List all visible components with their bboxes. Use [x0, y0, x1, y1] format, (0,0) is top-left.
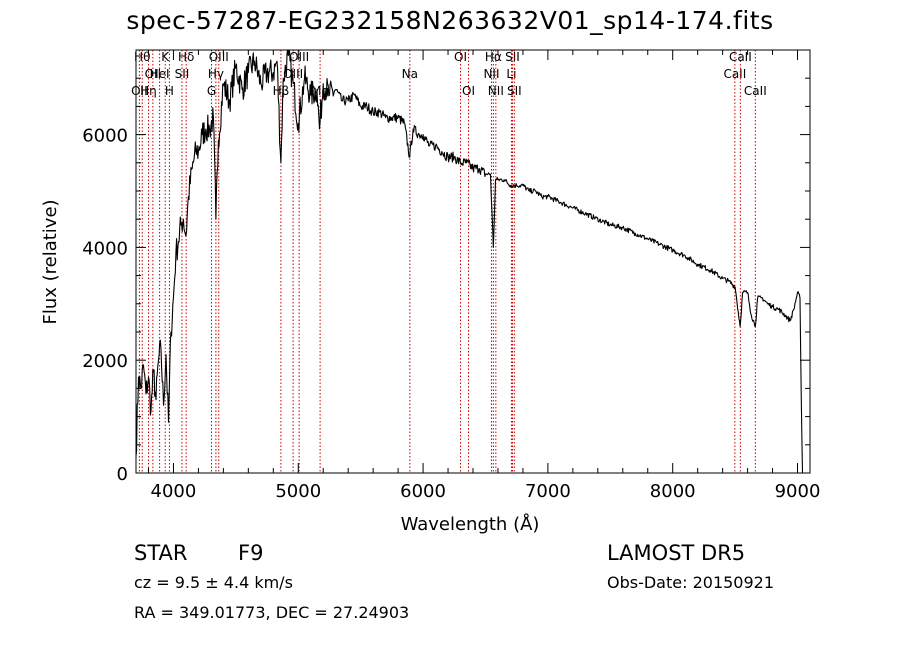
line-marker-label: SII	[507, 84, 522, 98]
axis-labels: Wavelength (Å) Flux (relative)	[40, 199, 539, 535]
x-axis-label: Wavelength (Å)	[401, 513, 540, 535]
x-tick-label: 5000	[275, 481, 321, 502]
line-marker-label: SII	[505, 50, 520, 64]
line-marker-label: OIII	[283, 67, 303, 81]
survey-name: LAMOST DR5	[607, 541, 746, 565]
line-marker-label: Hθ	[134, 50, 150, 64]
line-marker-label: OII	[131, 84, 148, 98]
x-tick-label: 4000	[151, 481, 197, 502]
observation-date: Obs-Date: 20150921	[607, 573, 775, 592]
y-tick-label: 4000	[82, 238, 128, 259]
line-marker-label: OIII	[289, 50, 309, 64]
y-tick-label: 6000	[82, 126, 128, 147]
line-marker-group: OIIHθHηOIIHeIKHSIIHδGHγOIIIHβOIIIOIIIMgN…	[131, 50, 767, 473]
line-marker-label: Hα	[485, 50, 502, 64]
line-marker-label: G	[207, 84, 216, 98]
y-tick-label: 0	[117, 464, 128, 485]
spectrum-line	[135, 49, 804, 474]
line-marker-label: HeI	[150, 67, 170, 81]
line-marker-label: CaII	[744, 84, 767, 98]
line-marker-label: NII	[483, 67, 499, 81]
line-marker-label: Hδ	[178, 50, 194, 64]
line-marker-label: CaII	[723, 67, 746, 81]
plot-frame	[135, 49, 811, 474]
line-marker-label: OIII	[209, 50, 229, 64]
line-marker-label: NII	[488, 84, 504, 98]
line-marker-label: Na	[402, 67, 418, 81]
line-marker-label: Hβ	[273, 84, 290, 98]
line-marker-label: OII	[145, 67, 162, 81]
line-marker-label: CaII	[729, 50, 752, 64]
x-tick-label: 8000	[650, 481, 696, 502]
y-axis-label: Flux (relative)	[40, 199, 61, 324]
axis-ticks	[136, 50, 810, 474]
coordinates: RA = 349.01773, DEC = 27.24903	[134, 603, 410, 622]
x-tick-label: 9000	[775, 481, 821, 502]
axis-tick-labels: 4000 5000 6000 7000 8000 9000 0 2000 4000 6000	[82, 126, 820, 502]
y-tick-label: 2000	[82, 351, 128, 372]
object-class: STAR	[134, 541, 188, 565]
line-marker-label: K	[161, 50, 170, 64]
x-tick-label: 7000	[525, 481, 571, 502]
spectrum-series	[135, 49, 804, 474]
spectral-subclass: F9	[238, 541, 264, 565]
line-marker-label: H	[165, 84, 174, 98]
chart-title: spec-57287-EG232158N263632V01_sp14-174.f…	[126, 6, 774, 35]
line-marker-label: OI	[454, 50, 467, 64]
line-marker-label: OI	[462, 84, 475, 98]
line-marker-label: SII	[175, 67, 190, 81]
redshift-cz: cz = 9.5 ± 4.4 km/s	[134, 573, 293, 592]
line-marker-label: Hη	[140, 84, 157, 98]
line-marker-label: Li	[506, 67, 516, 81]
line-marker-label: Hγ	[208, 67, 224, 81]
x-tick-label: 6000	[400, 481, 446, 502]
